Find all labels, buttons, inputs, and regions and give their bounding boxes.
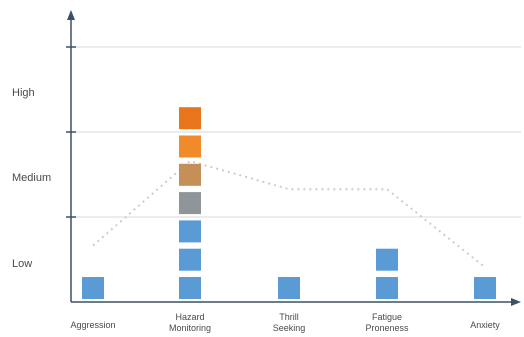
x-tick-label-line: Thrill <box>279 312 299 322</box>
bar-stack <box>278 277 300 299</box>
x-tick-label-line: Hazard <box>175 312 204 322</box>
x-axis-arrow <box>511 298 521 306</box>
grid-lines <box>71 46 521 218</box>
x-tick-label: Hazard Monitoring <box>169 312 211 333</box>
bar-square <box>179 163 201 186</box>
x-tick-label-line: Seeking <box>273 323 306 333</box>
bar-stack <box>376 248 398 299</box>
bar-stack <box>179 107 201 299</box>
bar-stack <box>82 277 104 299</box>
x-tick-label-line: Aggression <box>70 320 115 330</box>
x-tick-label-line: Fatigue <box>372 312 402 322</box>
y-tick-label: Medium <box>12 172 51 184</box>
bar-square <box>376 248 398 271</box>
x-tick-label: Anxiety <box>470 320 500 330</box>
y-axis-arrow <box>67 10 75 20</box>
x-axis-labels: Aggression Hazard Monitoring Thrill Seeking F… <box>70 312 500 333</box>
x-tick-label-line: Monitoring <box>169 323 211 333</box>
x-tick-label-line: Anxiety <box>470 320 500 330</box>
bar-square <box>179 135 201 158</box>
x-tick-label-line: Proneness <box>365 323 409 333</box>
bar-square <box>179 107 201 130</box>
bar-square <box>179 277 201 299</box>
axes <box>67 10 521 306</box>
bar-square <box>82 277 104 299</box>
bar-stack <box>474 277 496 299</box>
bars <box>82 107 496 299</box>
y-tick-label: Low <box>12 258 32 270</box>
y-tick-label: High <box>12 87 35 99</box>
x-tick-label: Aggression <box>70 320 115 330</box>
x-tick-label: Fatigue Proneness <box>365 312 409 333</box>
bar-square <box>376 277 398 299</box>
y-axis-ticks: Low Medium High <box>12 46 76 270</box>
bar-square <box>278 277 300 299</box>
x-tick-label: Thrill Seeking <box>273 312 306 333</box>
trend-line <box>92 159 486 269</box>
bar-square <box>474 277 496 299</box>
bar-square <box>179 248 201 271</box>
bar-square <box>179 192 201 215</box>
bar-square <box>179 220 201 243</box>
